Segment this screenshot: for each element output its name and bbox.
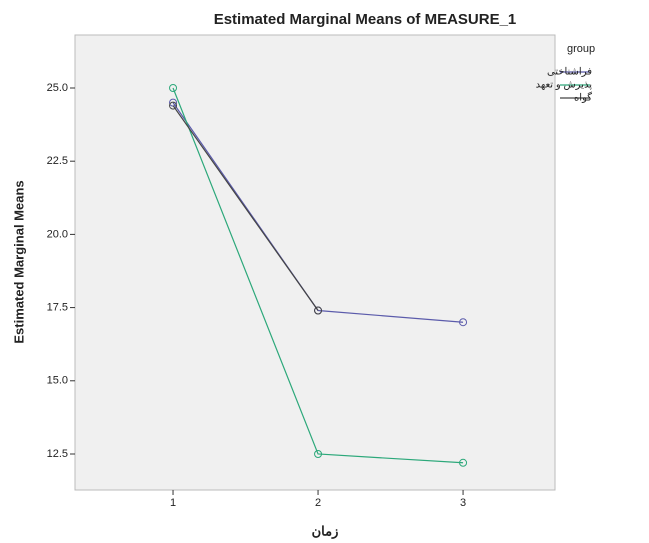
plot-area	[74, 34, 556, 491]
series-line	[172, 87, 464, 464]
y-tick-label: 20.0	[47, 228, 68, 240]
data-point	[169, 101, 178, 110]
legend-label: گواه	[574, 92, 592, 104]
y-tick-label: 22.5	[47, 155, 68, 167]
data-point	[314, 306, 323, 315]
series-line	[172, 105, 319, 311]
legend-label: فراشناختی	[547, 67, 592, 78]
y-axis-label: Estimated Marginal Means	[11, 180, 26, 343]
y-tick-label: 12.5	[47, 448, 68, 460]
data-point	[459, 458, 468, 467]
x-axis-label: زمان	[312, 523, 339, 539]
legend-title: group	[567, 43, 595, 55]
y-tick-label: 15.0	[47, 375, 68, 387]
data-point	[459, 318, 468, 327]
y-tick-label: 25.0	[47, 82, 68, 94]
x-tick-label: 3	[460, 497, 466, 509]
x-tick-label: 1	[170, 497, 176, 509]
x-tick-label: 2	[315, 497, 321, 509]
legend-label: پذیرش و تعهد	[536, 80, 593, 91]
y-tick-label: 17.5	[47, 301, 68, 313]
data-point	[314, 449, 323, 458]
chart-title: Estimated Marginal Means of MEASURE_1	[214, 11, 517, 28]
data-point	[169, 83, 178, 92]
